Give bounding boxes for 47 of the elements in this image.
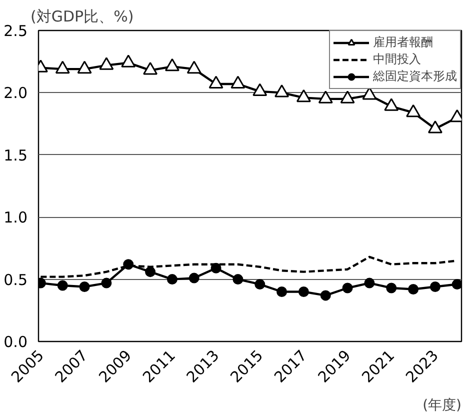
point	[318, 90, 333, 104]
point	[320, 290, 331, 301]
point	[188, 272, 200, 284]
point	[298, 286, 309, 297]
point	[364, 278, 375, 288]
y-tick-label: 2.0	[4, 84, 28, 102]
point	[55, 60, 70, 74]
point	[57, 280, 68, 291]
point	[230, 76, 246, 88]
point	[164, 58, 180, 72]
point	[276, 286, 288, 297]
legend-label: 総固定資本形成	[373, 68, 457, 85]
point	[274, 84, 290, 98]
point	[386, 282, 397, 294]
y-tick-label: 1.0	[4, 208, 28, 227]
point	[254, 279, 266, 290]
y-tick-label: 1.5	[4, 146, 28, 164]
y-axis-title: (対GDP比、%)	[30, 8, 134, 26]
y-tick-label: 2.5	[4, 22, 28, 40]
point	[340, 90, 355, 104]
point	[342, 282, 353, 294]
point	[121, 54, 136, 68]
legend-label: 雇用者報酬	[373, 34, 433, 51]
point	[296, 89, 311, 102]
point	[101, 278, 112, 288]
point	[79, 282, 90, 292]
point	[452, 279, 462, 290]
legend-label: 中間投入	[373, 51, 421, 68]
point	[210, 262, 222, 274]
point	[77, 60, 92, 74]
point	[406, 104, 421, 118]
point	[166, 274, 178, 285]
point	[143, 62, 158, 75]
point	[99, 57, 114, 70]
y-tick-label: 0.5	[4, 270, 28, 289]
point	[208, 76, 224, 88]
point	[430, 282, 440, 292]
point	[252, 83, 268, 96]
point	[428, 120, 442, 134]
point	[408, 284, 419, 294]
point	[123, 259, 134, 270]
x-axis-title: (年度)	[422, 398, 462, 414]
point	[186, 60, 202, 74]
point	[232, 274, 244, 285]
point	[145, 266, 156, 278]
point	[384, 98, 399, 111]
y-tick-label: 0.0	[4, 333, 28, 351]
